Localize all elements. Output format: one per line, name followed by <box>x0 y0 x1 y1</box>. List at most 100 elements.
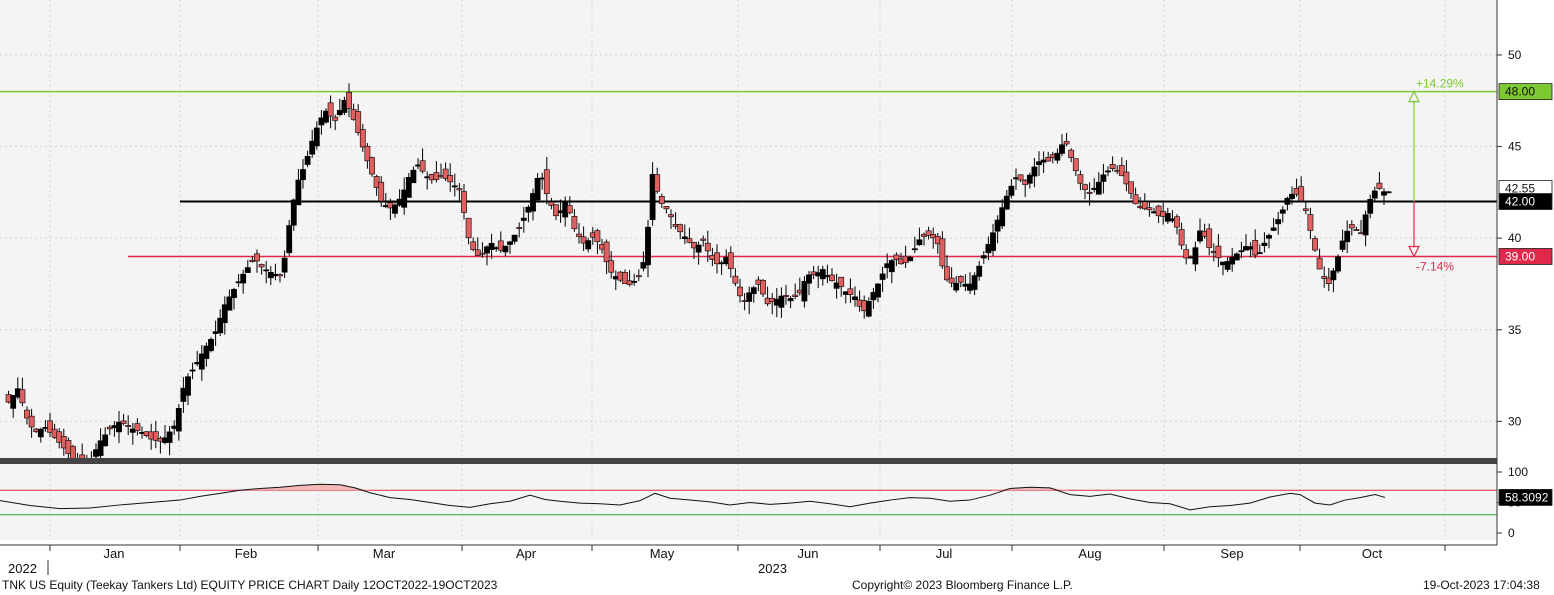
candle-body <box>1118 165 1125 176</box>
candle-body <box>976 265 983 277</box>
candle-body <box>1381 191 1387 196</box>
candle-body <box>746 292 753 302</box>
candle-body <box>750 287 757 294</box>
candle-body <box>580 236 587 244</box>
candle-body <box>263 269 270 272</box>
candle-body <box>608 260 615 273</box>
candle-body <box>1335 256 1341 272</box>
candle-body <box>323 110 329 123</box>
candle-body <box>999 207 1006 227</box>
candle-body <box>980 255 987 259</box>
candle-body <box>286 225 293 254</box>
candle-body <box>185 376 191 396</box>
month-label: Aug <box>1078 546 1101 561</box>
candle-body <box>502 245 509 253</box>
price-axis-tick-label: 30 <box>1508 414 1522 428</box>
candle-body <box>732 275 739 284</box>
candle-body <box>1174 216 1180 228</box>
candle-body <box>695 244 702 253</box>
candle-body <box>102 434 109 447</box>
candle-body <box>189 369 196 372</box>
candle-body <box>175 408 182 432</box>
candle-body <box>944 266 950 281</box>
candle-body <box>1279 209 1286 214</box>
candle-body <box>125 425 132 427</box>
candle-body <box>925 230 932 236</box>
candle-body <box>405 177 412 198</box>
candle-body <box>760 280 766 295</box>
candle-body <box>456 188 463 191</box>
candle-body <box>1376 182 1383 189</box>
candle-body <box>1229 256 1236 265</box>
candle-body <box>737 286 743 297</box>
candle-body <box>19 389 26 404</box>
candle-body <box>226 296 233 311</box>
candle-body <box>847 288 854 295</box>
candle-body <box>1367 199 1374 214</box>
candle-body <box>1325 277 1332 285</box>
candle-body <box>1302 208 1309 211</box>
candle-body <box>585 240 592 250</box>
candle-body <box>888 260 895 273</box>
candle-body <box>309 140 316 155</box>
candle-body <box>879 273 886 280</box>
candle-body <box>893 254 900 260</box>
candle-body <box>442 168 449 179</box>
price-axis-tick-label: 35 <box>1508 323 1522 337</box>
candle-body <box>658 196 665 204</box>
candle-body <box>1316 257 1323 270</box>
month-label: May <box>650 546 675 561</box>
price-plot: +14.29% -7.14% <box>0 0 1497 471</box>
candle-body <box>686 238 693 243</box>
price-axis-tick-label: 50 <box>1508 48 1522 62</box>
candle-body <box>1298 186 1305 202</box>
footer-security-info: TNK US Equity (Teekay Tankers Ltd) EQUIT… <box>2 578 498 592</box>
candle-body <box>28 415 35 428</box>
candle-body <box>447 175 454 183</box>
candle-body <box>1284 197 1291 205</box>
candle-body <box>378 181 385 202</box>
footer-timestamp: 19-Oct-2023 17:04:38 <box>1423 578 1540 592</box>
month-label: Mar <box>373 546 396 561</box>
candle-body <box>364 145 371 162</box>
candle-body <box>635 275 642 278</box>
price-axis-tick-label: 40 <box>1508 231 1522 245</box>
candle-body <box>281 257 288 273</box>
candle-body <box>1036 161 1042 166</box>
candle-body <box>645 226 651 266</box>
candle-body <box>1045 157 1052 162</box>
candle-body <box>497 240 504 251</box>
candle-body <box>1082 184 1088 190</box>
candle-body <box>829 274 835 282</box>
candle-body <box>369 157 375 175</box>
candle-body <box>507 241 513 245</box>
candle-body <box>1385 191 1392 194</box>
candle-body <box>957 276 964 283</box>
candle-body <box>47 420 53 433</box>
candle-body <box>488 242 495 250</box>
candle-body <box>1330 270 1337 281</box>
candle-body <box>806 274 812 284</box>
candle-body <box>819 269 826 280</box>
axis-layer: 303540455005010042.5548.0042.0039.0058.3… <box>0 0 1553 576</box>
panel-separator <box>0 458 1497 464</box>
support-tag-label: 39.00 <box>1505 249 1535 263</box>
candle-body <box>681 236 688 240</box>
candle-body <box>787 298 794 302</box>
candle-body <box>461 191 467 213</box>
candle-body <box>152 431 159 441</box>
candle-body <box>714 252 720 265</box>
candle-body <box>479 252 486 255</box>
candle-body <box>700 238 707 241</box>
candle-body <box>1072 158 1079 172</box>
candle-body <box>419 160 426 172</box>
candle-body <box>1123 171 1130 185</box>
candle-body <box>1068 149 1075 158</box>
candle-body <box>1312 238 1318 251</box>
rsi-plot <box>0 464 1497 540</box>
candle-body <box>1252 240 1259 256</box>
candle-body <box>290 199 297 226</box>
candle-body <box>907 257 914 262</box>
candle-body <box>1206 228 1213 248</box>
candle-body <box>783 295 789 297</box>
